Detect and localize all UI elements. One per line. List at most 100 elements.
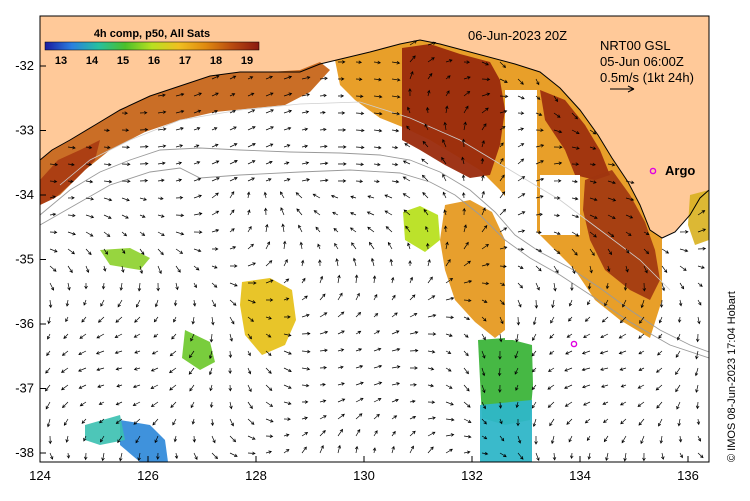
current-arrow-icon (408, 88, 412, 97)
current-arrow-icon (101, 282, 106, 290)
current-arrow-icon (247, 209, 251, 216)
current-arrow-icon (132, 384, 141, 389)
current-arrow-icon (49, 179, 58, 184)
current-arrow-icon (283, 161, 290, 165)
current-arrow-icon (100, 299, 105, 307)
current-arrow-icon (115, 401, 123, 406)
current-arrow-icon (283, 259, 288, 267)
current-arrow-icon (463, 350, 469, 357)
current-arrow-icon (515, 401, 519, 409)
current-arrow-icon (373, 381, 383, 386)
current-arrow-icon (547, 384, 555, 390)
current-arrow-icon (552, 452, 557, 461)
current-arrow-icon (157, 127, 167, 131)
current-arrow-icon (372, 447, 377, 454)
current-arrow-icon (319, 127, 327, 132)
current-arrow-icon (481, 243, 489, 250)
current-arrow-icon (605, 282, 610, 290)
current-arrow-icon (193, 230, 203, 234)
current-arrow-icon (370, 257, 375, 267)
current-arrow-icon (422, 140, 429, 148)
current-arrow-icon (409, 383, 417, 387)
current-arrow-icon (63, 333, 69, 340)
current-arrow-icon (568, 435, 573, 443)
current-arrow-icon (391, 95, 401, 99)
current-arrow-icon (355, 397, 364, 403)
current-arrow-icon (463, 90, 471, 97)
current-arrow-icon (96, 367, 105, 372)
current-arrow-icon (78, 350, 87, 356)
x-tick-label: 136 (677, 468, 699, 483)
current-arrow-icon (301, 349, 311, 354)
current-arrow-icon (247, 316, 254, 322)
current-arrow-icon (553, 179, 562, 183)
current-arrow-icon (247, 367, 252, 375)
current-arrow-icon (228, 367, 232, 375)
current-arrow-icon (211, 452, 219, 460)
current-arrow-icon (445, 417, 455, 422)
current-arrow-icon (350, 195, 357, 199)
current-arrow-icon (568, 299, 573, 307)
current-arrow-icon (373, 398, 382, 403)
current-arrow-icon (481, 418, 487, 425)
current-arrow-icon (265, 434, 274, 439)
current-arrow-icon (402, 176, 411, 182)
current-arrow-icon (497, 367, 502, 377)
current-arrow-icon (84, 283, 88, 290)
current-arrow-icon (368, 241, 375, 250)
current-arrow-icon (157, 93, 166, 97)
current-arrow-icon (193, 194, 202, 199)
current-arrow-icon (175, 92, 185, 97)
sst-patch-west-green (182, 330, 215, 370)
current-arrow-icon (584, 316, 591, 322)
current-arrow-icon (638, 333, 645, 339)
current-arrow-icon (67, 213, 76, 218)
current-arrow-icon (391, 365, 401, 369)
current-arrow-icon (373, 293, 378, 301)
current-arrow-icon (584, 418, 591, 424)
current-arrow-icon (337, 162, 347, 166)
current-arrow-icon (193, 127, 201, 131)
current-arrow-icon (229, 228, 235, 233)
current-arrow-icon (247, 401, 253, 410)
sst-patch-south-cyan (480, 400, 532, 462)
current-arrow-icon (119, 282, 123, 291)
current-arrow-icon (535, 128, 544, 132)
coastline (40, 39, 709, 239)
current-arrow-icon (409, 55, 416, 63)
sst-patch-small-green (100, 248, 150, 270)
current-arrow-icon (301, 431, 309, 437)
current-arrow-icon (337, 413, 345, 420)
colorbar-ticks: 13 14 15 16 17 18 19 (55, 55, 253, 67)
current-arrow-icon (427, 367, 435, 371)
current-arrow-icon (678, 299, 683, 307)
current-arrow-icon (115, 367, 123, 371)
current-arrow-icon (589, 214, 598, 219)
current-arrow-icon (618, 350, 627, 355)
current-arrow-icon (481, 107, 489, 114)
current-arrow-icon (409, 312, 418, 318)
current-arrow-icon (296, 208, 303, 216)
current-arrow-icon (425, 106, 430, 114)
current-arrow-icon (103, 248, 109, 255)
current-arrow-icon (391, 61, 401, 65)
current-arrow-icon (153, 316, 159, 323)
current-arrow-icon (445, 401, 454, 406)
current-arrow-icon (65, 299, 70, 307)
current-arrow-icon (481, 299, 488, 303)
current-arrow-icon (568, 316, 573, 322)
current-arrow-icon (384, 194, 393, 199)
current-arrow-icon (283, 333, 292, 337)
current-arrow-icon (352, 257, 357, 267)
current-arrow-icon (422, 191, 429, 199)
current-arrow-icon (391, 112, 401, 116)
current-arrow-icon (373, 162, 381, 167)
current-arrow-icon (193, 144, 200, 148)
current-arrow-icon (463, 279, 473, 284)
current-arrow-icon (391, 430, 396, 437)
current-arrow-icon (97, 316, 105, 323)
current-arrow-icon (695, 401, 700, 410)
current-arrow-icon (661, 248, 670, 254)
current-arrow-icon (534, 299, 539, 309)
current-arrow-icon (315, 226, 321, 233)
